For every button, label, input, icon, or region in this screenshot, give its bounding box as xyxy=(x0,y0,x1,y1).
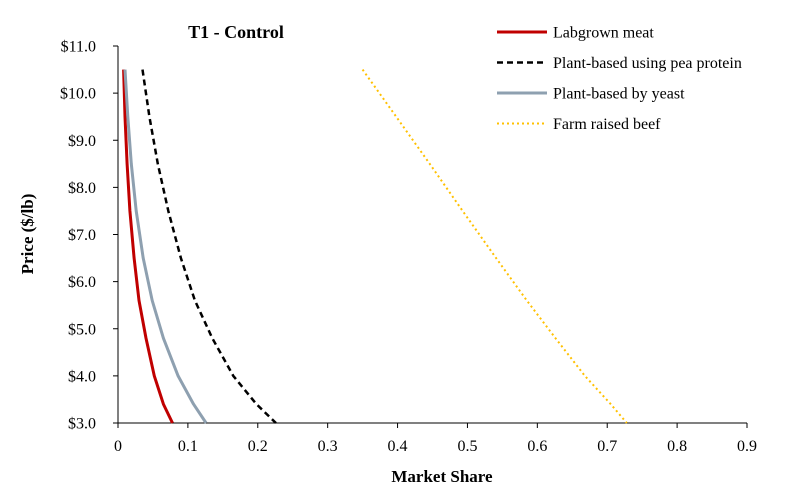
x-tick-label: 0 xyxy=(114,438,122,455)
series-line-labgrown-meat xyxy=(122,69,174,424)
y-tick-label: $3.0 xyxy=(68,416,96,433)
series-line-plant-based-using-pea-protein xyxy=(141,69,277,424)
y-tick-label: $7.0 xyxy=(68,227,96,244)
x-ticks: 0 0.1 0.2 0.3 0.4 0.5 0.6 0.7 0.8 0.9 xyxy=(114,423,757,455)
y-tick-label: $4.0 xyxy=(68,368,96,385)
y-tick-label: $10.0 xyxy=(60,86,96,103)
x-tick-label: 0.5 xyxy=(457,438,477,455)
x-tick-label: 0.2 xyxy=(248,438,268,455)
legend: Labgrown meat Plant-based using pea prote… xyxy=(497,25,742,133)
legend-label: Plant-based using pea protein xyxy=(553,55,742,72)
legend-label: Labgrown meat xyxy=(553,25,654,42)
x-tick-label: 0.7 xyxy=(597,438,617,455)
series-layer xyxy=(122,69,628,424)
chart-title: T1 - Control xyxy=(188,22,284,42)
y-tick-label: $6.0 xyxy=(68,274,96,291)
x-tick-label: 0.8 xyxy=(667,438,687,455)
y-tick-label: $5.0 xyxy=(68,321,96,338)
x-tick-label: 0.9 xyxy=(737,438,757,455)
legend-label: Farm raised beef xyxy=(553,116,661,133)
y-tick-label: $9.0 xyxy=(68,133,96,150)
axes xyxy=(117,46,747,424)
x-tick-label: 0.3 xyxy=(318,438,338,455)
series-line-plant-based-by-yeast xyxy=(123,69,208,424)
y-axis-title: Price ($/lb) xyxy=(18,194,37,275)
x-tick-label: 0.6 xyxy=(527,438,547,455)
series-line-farm-raised-beef xyxy=(361,69,628,424)
legend-label: Plant-based by yeast xyxy=(553,86,685,103)
y-tick-label: $11.0 xyxy=(61,39,96,56)
y-ticks: $3.0 $4.0 $5.0 $6.0 $7.0 $8.0 $9.0 $10.0 $11.0 xyxy=(60,39,118,433)
x-tick-label: 0.1 xyxy=(178,438,198,455)
y-tick-label: $8.0 xyxy=(68,180,96,197)
x-tick-label: 0.4 xyxy=(388,438,408,455)
x-axis-title: Market Share xyxy=(391,467,493,486)
